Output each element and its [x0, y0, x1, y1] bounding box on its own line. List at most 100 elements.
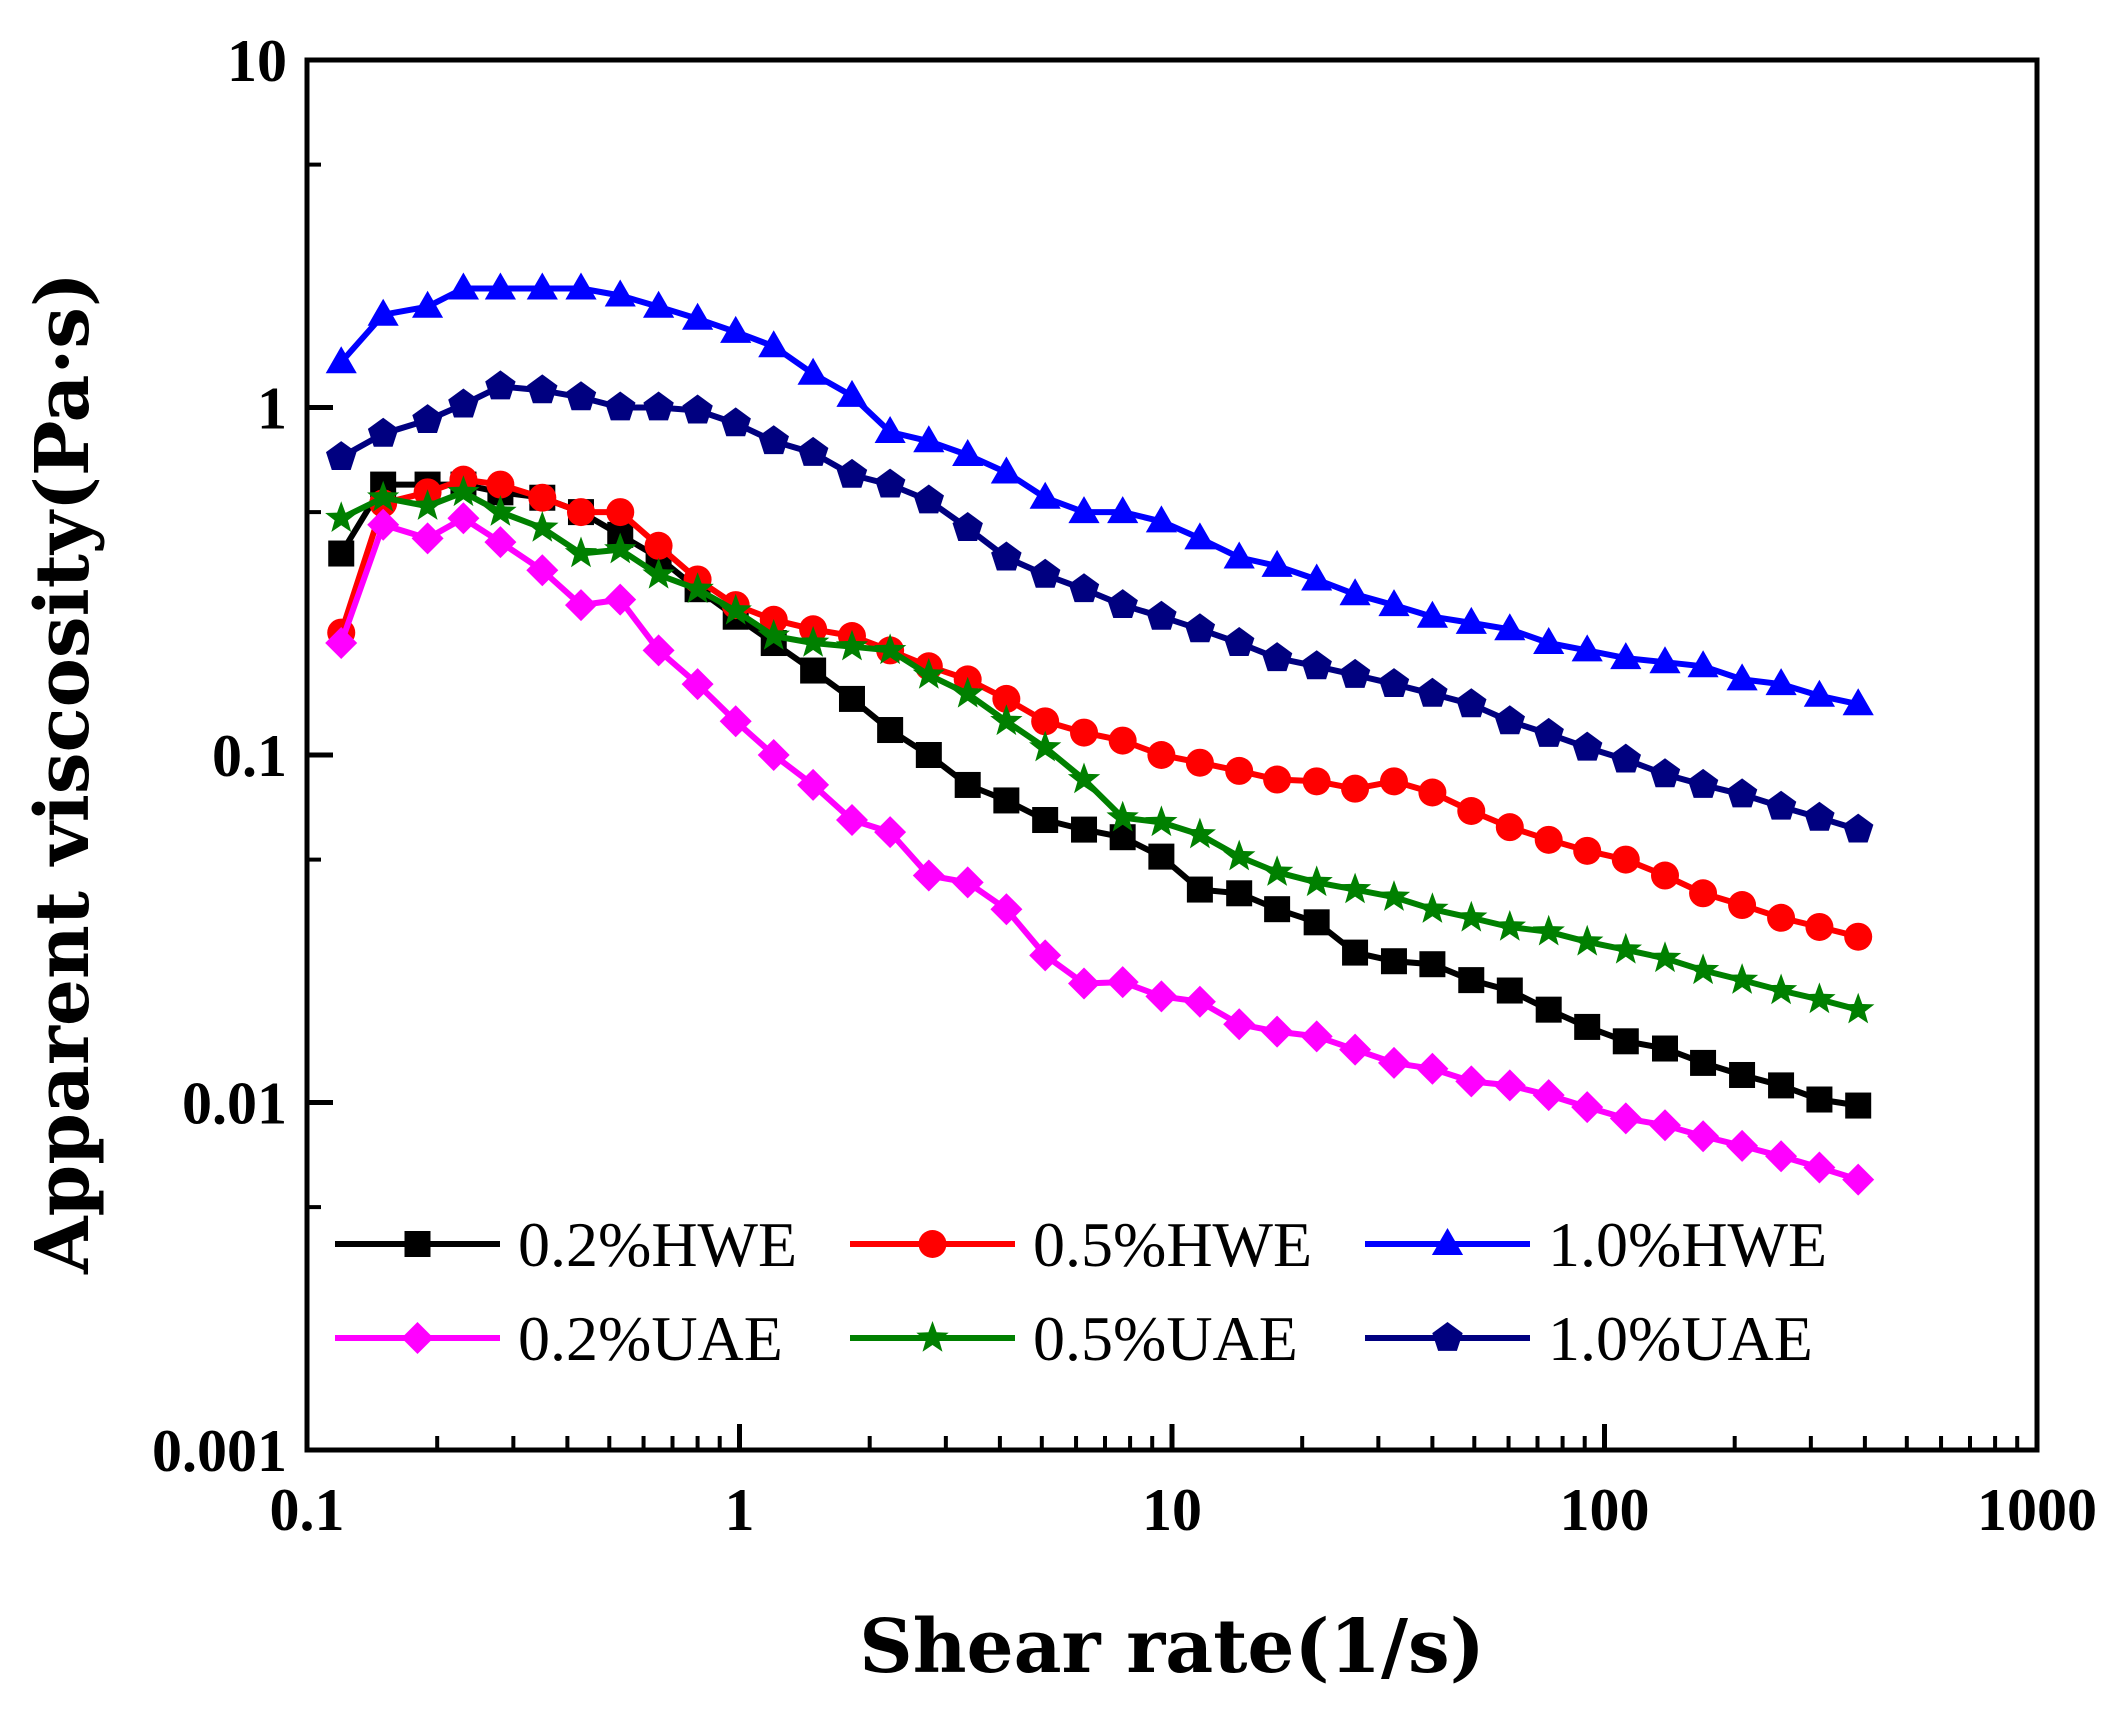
series-line-0-2pct-uae	[338, 515, 1860, 1183]
legend-label: 0.5%UAE	[1033, 1303, 1298, 1374]
data-point-0-2pct-uae	[1687, 1120, 1720, 1153]
data-point-0-5pct-hwe	[1225, 756, 1254, 785]
data-point-1-0pct-uae	[1687, 768, 1719, 798]
data-point-0-5pct-uae	[719, 593, 752, 625]
data-point-1-0pct-hwe	[720, 315, 752, 343]
data-point-1-0pct-hwe	[1649, 646, 1681, 674]
data-point-1-0pct-uae	[412, 404, 443, 433]
data-point-1-0pct-uae	[1224, 627, 1255, 656]
data-point-1-0pct-hwe	[1494, 613, 1526, 641]
data-point-1-0pct-uae	[1417, 677, 1448, 707]
data-point-0-2pct-hwe	[954, 771, 981, 798]
data-point-0-2pct-uae	[1726, 1129, 1759, 1162]
legend-label: 0.5%HWE	[1033, 1209, 1312, 1280]
data-point-0-2pct-hwe	[1651, 1035, 1678, 1062]
data-point-0-5pct-hwe	[1418, 778, 1447, 807]
data-point-0-2pct-uae	[367, 508, 400, 541]
data-point-0-2pct-uae	[484, 526, 517, 559]
data-point-1-0pct-hwe	[1687, 650, 1719, 678]
axis-layer: 0.1 1 10 100 1000 0.001 0.01 0.1 1 10	[152, 28, 2097, 1543]
series-0-5pct-uae	[325, 475, 1875, 1024]
data-point-0-5pct-uae	[1223, 839, 1256, 871]
data-point-0-2pct-hwe	[1419, 951, 1446, 978]
data-point-1-0pct-uae	[643, 391, 674, 421]
data-point-1-0pct-uae	[1068, 573, 1100, 603]
data-point-0-2pct-uae	[912, 859, 945, 892]
data-point-1-0pct-hwe	[836, 379, 868, 407]
data-point-0-2pct-hwe	[1226, 880, 1253, 907]
data-point-0-2pct-uae	[1300, 1020, 1333, 1053]
data-point-1-0pct-hwe	[682, 302, 714, 330]
data-point-1-0pct-hwe	[1842, 688, 1874, 716]
data-point-0-2pct-uae	[1223, 1008, 1256, 1041]
data-point-0-5pct-uae	[757, 619, 790, 650]
data-point-0-5pct-uae	[484, 495, 517, 526]
data-point-0-2pct-hwe	[877, 717, 904, 744]
data-point-1-0pct-uae	[991, 541, 1022, 571]
x-tick-label: 1000	[1977, 1477, 2097, 1543]
data-point-0-2pct-uae	[325, 627, 358, 659]
data-point-0-2pct-uae	[1571, 1091, 1604, 1124]
data-point-0-2pct-uae	[1261, 1015, 1294, 1048]
legend-swatch-marker	[1432, 1322, 1463, 1351]
data-point-0-2pct-uae	[1106, 966, 1139, 999]
data-point-0-2pct-hwe	[1690, 1049, 1717, 1076]
data-point-1-0pct-uae	[682, 394, 713, 424]
data-point-0-2pct-uae	[1416, 1052, 1449, 1085]
data-point-0-2pct-hwe	[1109, 824, 1136, 851]
y-axis-title: Apparent viscosity(Pa·s)	[20, 272, 106, 1275]
legend-label: 1.0%HWE	[1548, 1209, 1827, 1280]
data-point-1-0pct-hwe	[1610, 642, 1642, 670]
data-point-1-0pct-uae	[1339, 658, 1371, 688]
x-tick-label: 0.1	[270, 1477, 345, 1543]
data-point-0-2pct-hwe	[838, 685, 865, 712]
data-point-0-5pct-hwe	[1263, 765, 1292, 794]
data-point-1-0pct-hwe	[325, 346, 357, 374]
data-point-0-5pct-uae	[912, 657, 945, 689]
data-point-0-5pct-uae	[1803, 982, 1836, 1014]
data-point-1-0pct-uae	[1726, 778, 1758, 808]
data-point-0-5pct-uae	[526, 511, 559, 542]
data-point-0-5pct-uae	[874, 633, 907, 665]
data-point-1-0pct-uae	[1456, 688, 1487, 718]
data-point-0-2pct-hwe	[915, 742, 942, 768]
data-point-1-0pct-uae	[527, 374, 558, 404]
data-point-1-0pct-hwe	[1571, 634, 1603, 662]
data-point-0-2pct-hwe	[1535, 996, 1562, 1023]
data-point-1-0pct-hwe	[565, 272, 597, 300]
data-point-1-0pct-uae	[836, 458, 868, 488]
data-point-0-2pct-hwe	[1342, 939, 1369, 966]
data-point-0-2pct-uae	[719, 705, 752, 738]
data-point-0-2pct-uae	[447, 502, 480, 535]
data-point-0-2pct-hwe	[1729, 1061, 1756, 1088]
data-point-1-0pct-hwe	[643, 290, 675, 318]
data-point-0-5pct-hwe	[486, 470, 515, 499]
data-point-0-5pct-uae	[447, 475, 480, 507]
legend-label: 1.0%UAE	[1548, 1303, 1813, 1374]
data-point-1-0pct-hwe	[1301, 563, 1333, 591]
legend-swatch-marker	[404, 1231, 431, 1257]
data-point-0-5pct-uae	[1686, 953, 1720, 985]
data-point-0-2pct-uae	[1649, 1109, 1681, 1142]
data-point-0-5pct-hwe	[1689, 879, 1718, 908]
data-point-1-0pct-hwe	[367, 298, 399, 326]
data-point-0-5pct-hwe	[1573, 836, 1602, 865]
data-point-1-0pct-uae	[1572, 731, 1603, 761]
data-point-0-5pct-hwe	[1108, 726, 1137, 755]
data-point-1-0pct-uae	[1029, 558, 1061, 588]
data-point-0-5pct-hwe	[1728, 891, 1757, 920]
data-point-1-0pct-uae	[367, 417, 399, 447]
data-point-0-5pct-uae	[411, 489, 444, 520]
data-point-0-2pct-uae	[1339, 1033, 1372, 1066]
x-tick-label: 100	[1560, 1477, 1650, 1543]
data-point-0-5pct-uae	[604, 532, 637, 564]
data-point-1-0pct-uae	[1843, 813, 1874, 843]
legend-swatch-marker	[916, 1321, 949, 1352]
legend-swatch-marker	[918, 1230, 947, 1258]
data-point-1-0pct-hwe	[484, 272, 516, 300]
data-point-1-0pct-uae	[1261, 642, 1293, 672]
data-point-0-5pct-uae	[1416, 892, 1449, 923]
data-point-0-5pct-uae	[1648, 941, 1682, 973]
legend-item-1-0pct-uae: 1.0%UAE	[1365, 1303, 1813, 1374]
data-point-0-2pct-uae	[411, 522, 444, 555]
